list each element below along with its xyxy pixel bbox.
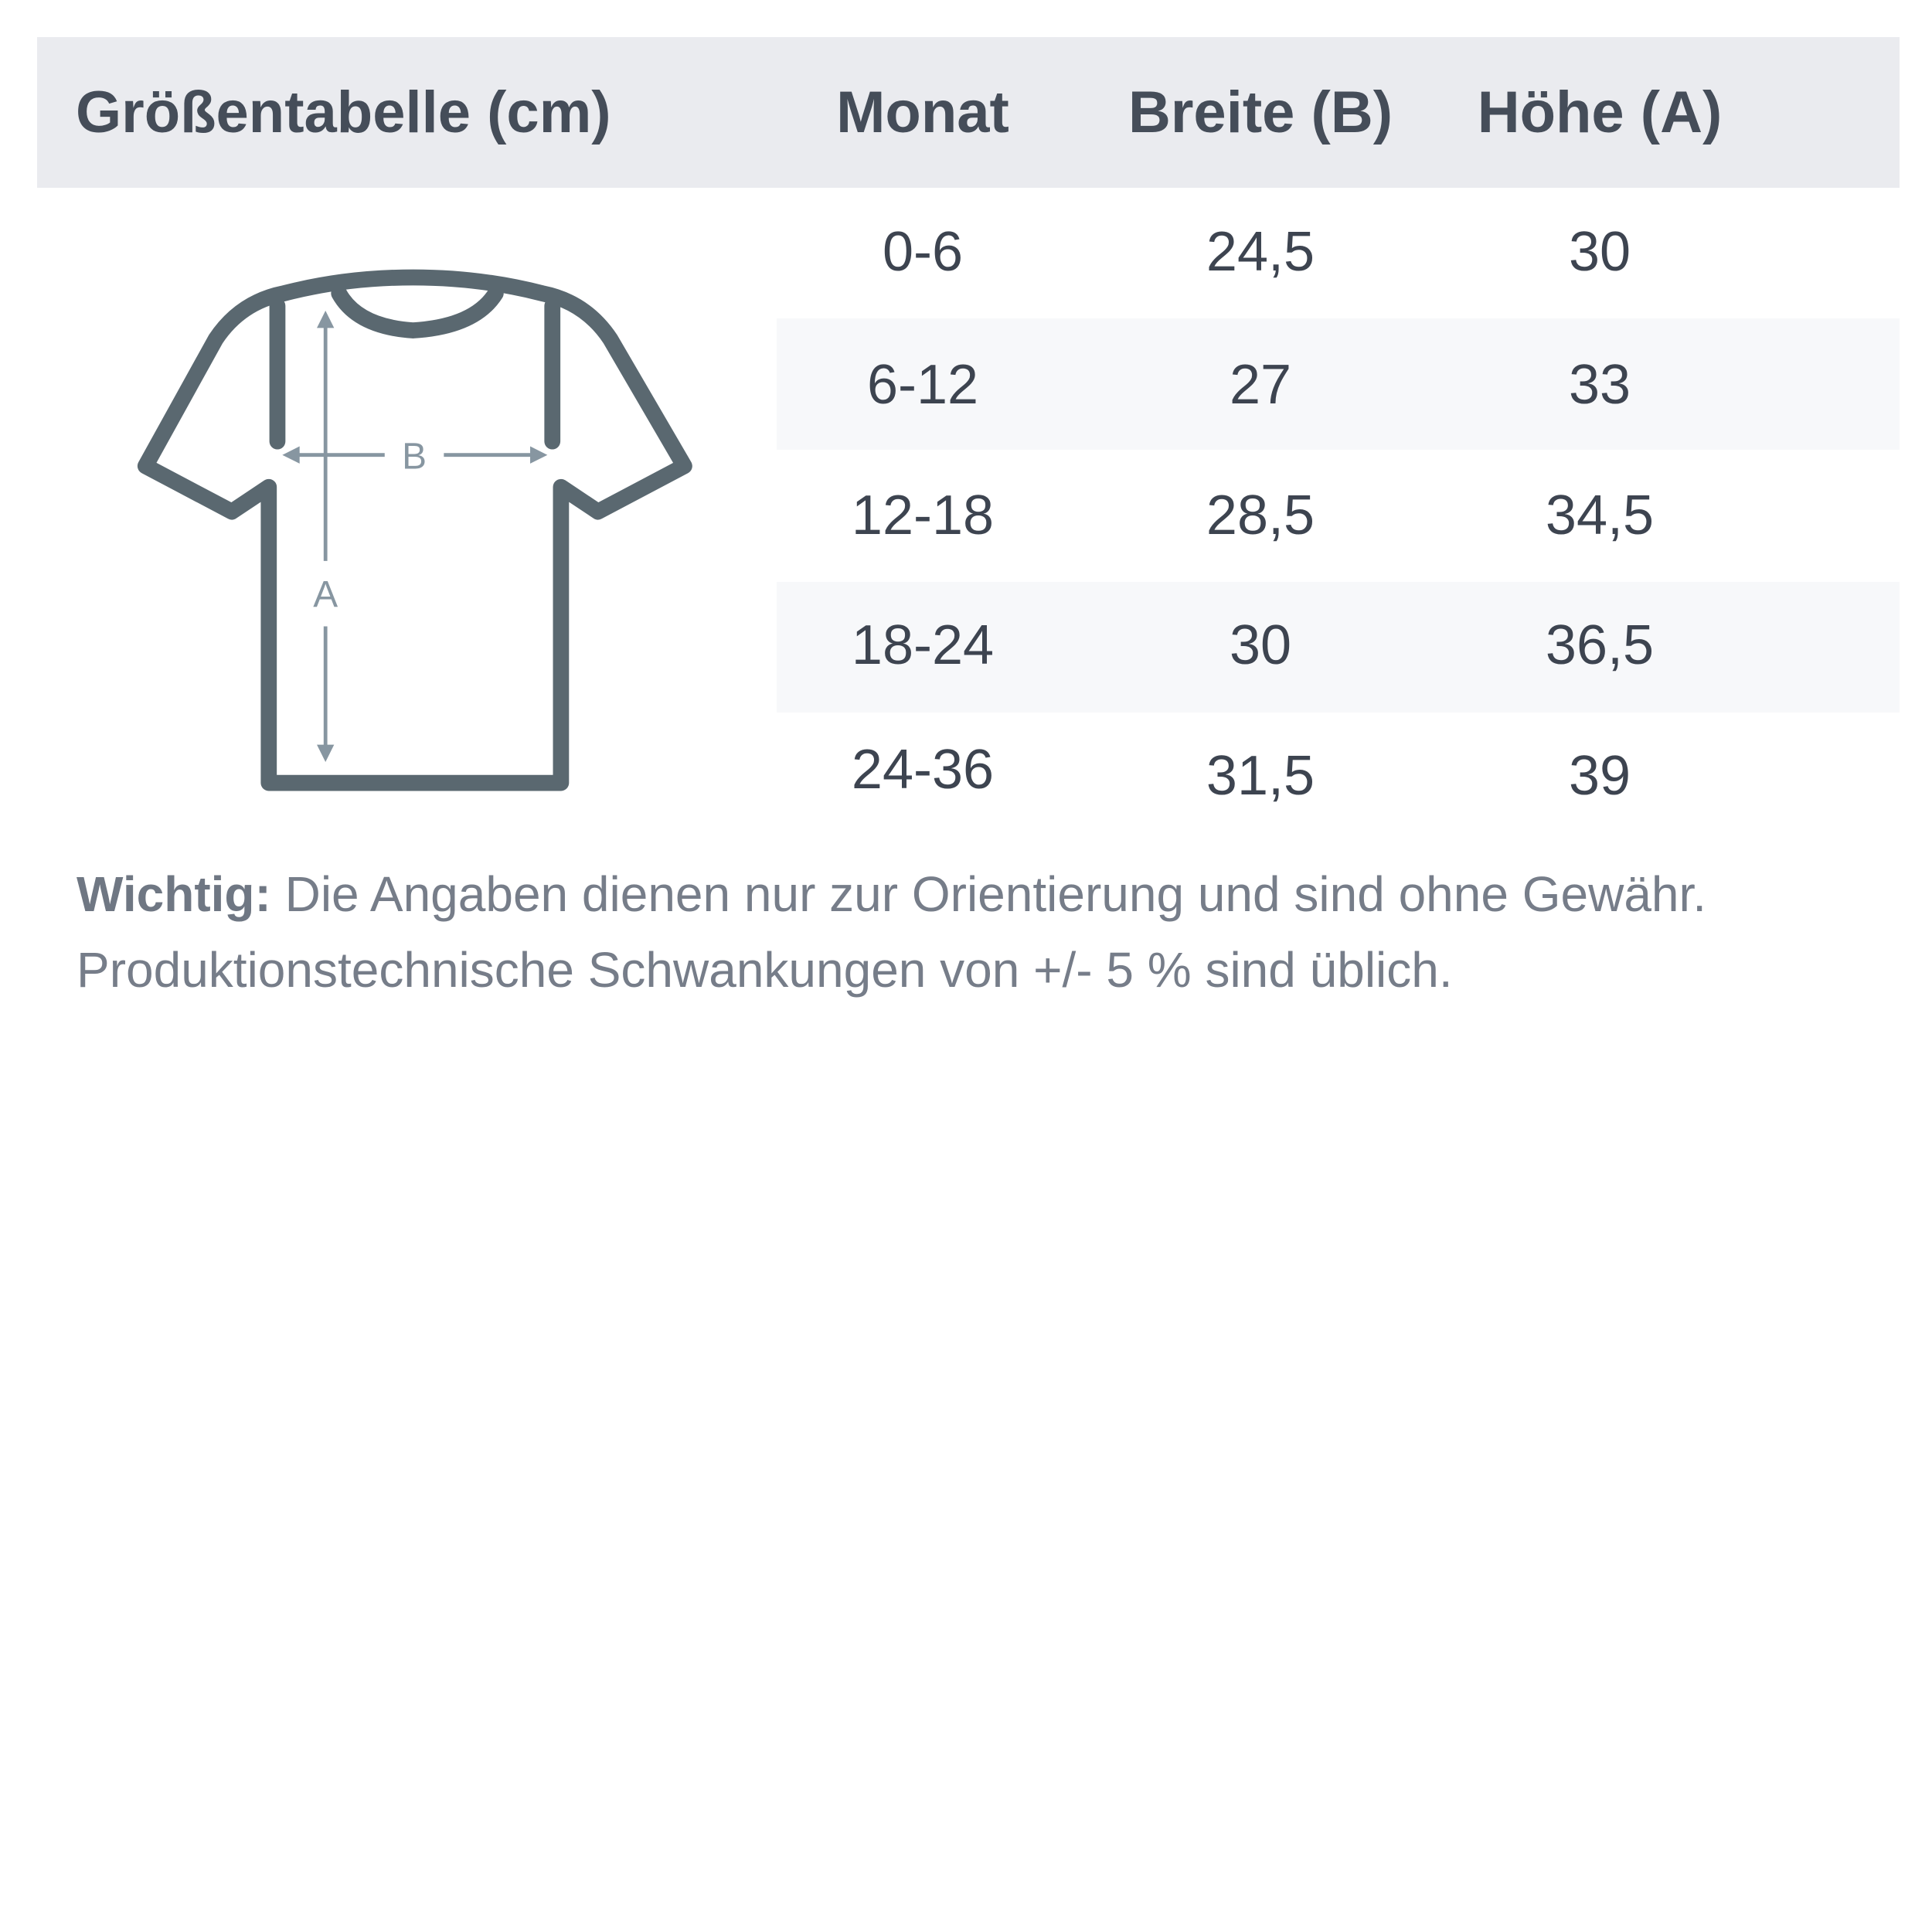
table-title: Größentabelle (cm) — [76, 80, 611, 145]
cell-month: 24-36 — [851, 739, 995, 801]
tshirt-icon — [137, 269, 692, 791]
cell-height: 33 — [1568, 354, 1631, 416]
row-stripe — [777, 318, 1900, 450]
note-text: Die Angaben dienen nur zur Orientierung … — [270, 866, 1707, 922]
column-header-month: Monat — [836, 80, 1009, 145]
cell-month: 18-24 — [851, 614, 995, 676]
cell-month: 0-6 — [882, 221, 964, 283]
label-a: A — [313, 574, 338, 615]
cell-width: 31,5 — [1206, 745, 1315, 807]
note-line-1: Wichtig: Die Angaben dienen nur zur Orie… — [77, 866, 1706, 923]
label-b: B — [402, 436, 427, 477]
measurement-arrows — [282, 311, 548, 762]
cell-month: 12-18 — [851, 485, 995, 546]
row-stripe — [777, 582, 1900, 713]
table-header-band — [37, 37, 1900, 188]
note-bold-label: Wichtig: — [77, 866, 271, 922]
cell-height: 39 — [1568, 745, 1631, 807]
cell-height: 36,5 — [1545, 614, 1655, 676]
cell-width: 27 — [1229, 354, 1292, 416]
cell-height: 30 — [1568, 221, 1631, 283]
column-header-width: Breite (B) — [1128, 80, 1393, 145]
cell-width: 30 — [1229, 614, 1292, 676]
cell-height: 34,5 — [1545, 485, 1655, 546]
note-line-2: Produktionstechnische Schwankungen von +… — [77, 942, 1453, 998]
cell-month: 6-12 — [866, 354, 979, 416]
cell-width: 24,5 — [1206, 221, 1315, 283]
cell-width: 28,5 — [1206, 485, 1315, 546]
column-header-height: Höhe (A) — [1477, 80, 1723, 145]
